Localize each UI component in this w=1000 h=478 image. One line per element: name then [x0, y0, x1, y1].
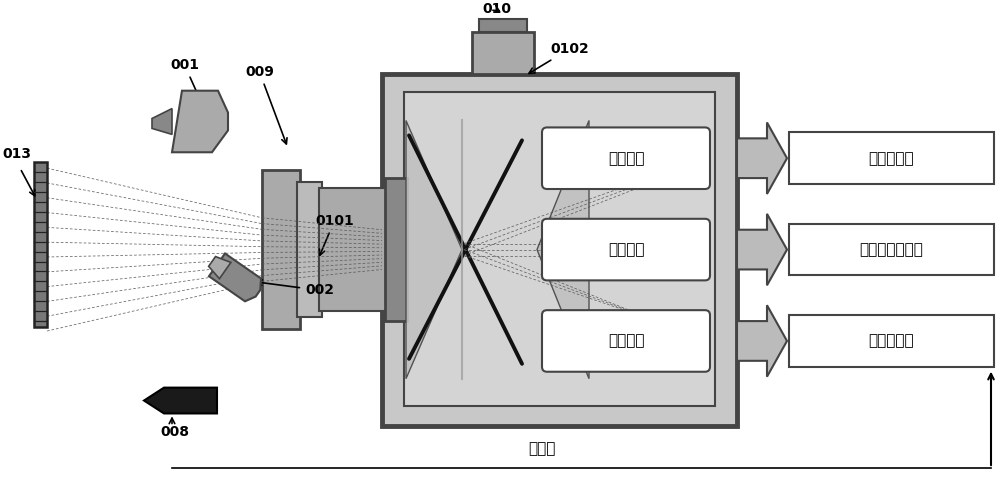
Text: 参考点: 参考点: [528, 441, 555, 456]
FancyBboxPatch shape: [542, 310, 710, 372]
Polygon shape: [406, 120, 462, 379]
Polygon shape: [737, 214, 787, 285]
FancyBboxPatch shape: [385, 178, 407, 321]
FancyBboxPatch shape: [789, 224, 994, 275]
Polygon shape: [737, 305, 787, 377]
Text: 蓝光通道: 蓝光通道: [608, 151, 644, 166]
FancyBboxPatch shape: [542, 128, 710, 189]
Polygon shape: [209, 253, 261, 301]
Polygon shape: [144, 388, 217, 413]
Text: 002: 002: [257, 280, 334, 297]
FancyBboxPatch shape: [542, 219, 710, 281]
Text: 确定变形场: 确定变形场: [869, 151, 914, 166]
Polygon shape: [209, 257, 231, 279]
FancyBboxPatch shape: [382, 74, 737, 426]
Polygon shape: [537, 120, 589, 379]
Text: 绿光通道: 绿光通道: [608, 242, 644, 257]
Text: 确定温度场: 确定温度场: [869, 334, 914, 348]
FancyBboxPatch shape: [404, 92, 715, 406]
Text: 0102: 0102: [529, 42, 589, 74]
FancyBboxPatch shape: [297, 182, 322, 317]
FancyBboxPatch shape: [479, 19, 527, 32]
FancyBboxPatch shape: [34, 162, 46, 327]
FancyBboxPatch shape: [472, 32, 534, 74]
FancyBboxPatch shape: [789, 132, 994, 184]
Text: 013: 013: [2, 147, 31, 161]
Polygon shape: [172, 91, 228, 152]
Text: 0101: 0101: [315, 214, 354, 255]
Text: 确定离面位移场: 确定离面位移场: [860, 242, 923, 257]
Text: 001: 001: [170, 58, 203, 106]
Text: 红光通道: 红光通道: [608, 334, 644, 348]
Text: 010: 010: [482, 2, 511, 16]
Polygon shape: [152, 109, 172, 134]
Text: 009: 009: [245, 65, 287, 144]
FancyBboxPatch shape: [262, 170, 300, 329]
FancyBboxPatch shape: [319, 188, 389, 311]
Polygon shape: [737, 122, 787, 194]
Text: 008: 008: [160, 425, 189, 439]
FancyBboxPatch shape: [789, 315, 994, 367]
